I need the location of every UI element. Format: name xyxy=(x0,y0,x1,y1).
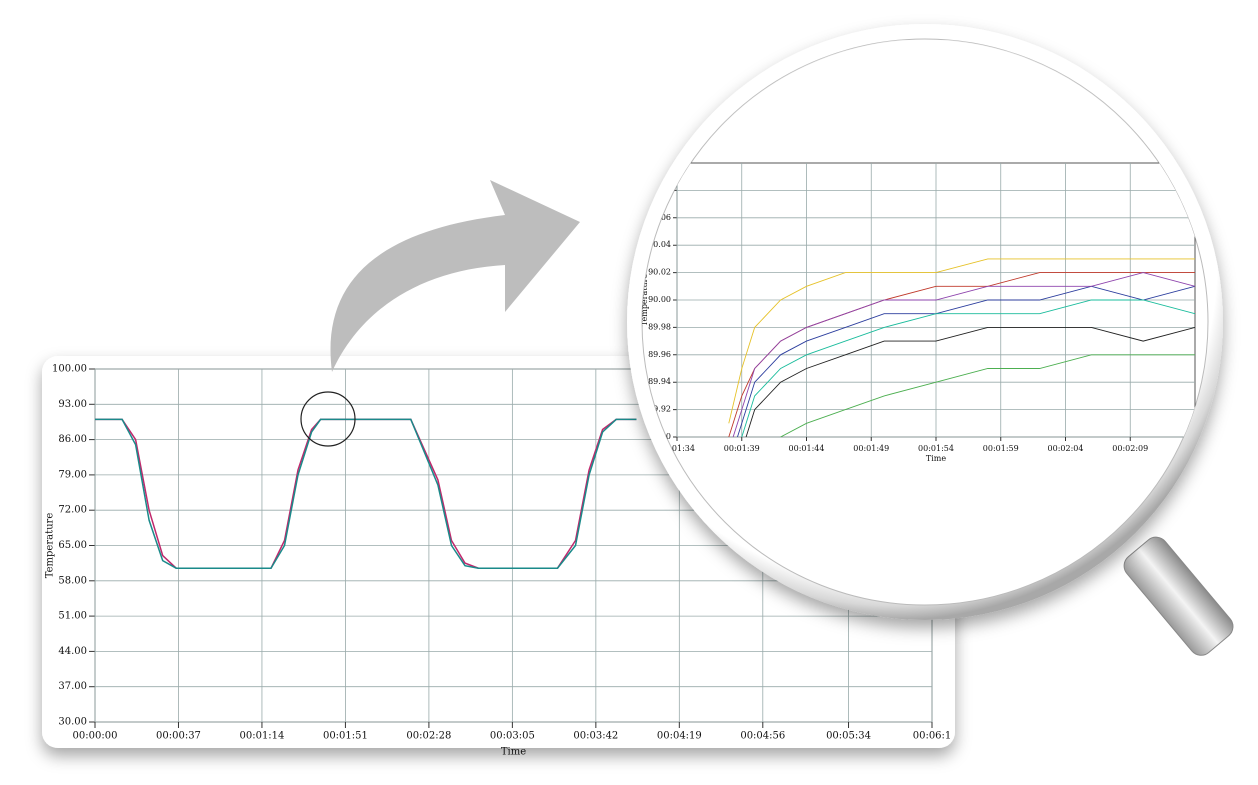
y-axis-label: Temperature xyxy=(45,513,56,579)
x-tick-label: 00:01:14 xyxy=(239,731,284,742)
y-tick-label: 44.00 xyxy=(58,646,87,657)
y-tick-label: 90.02 xyxy=(648,268,671,277)
series-lines xyxy=(95,418,637,569)
y-tick-label: 93.00 xyxy=(58,399,87,410)
y-tick-label: 89.98 xyxy=(648,322,671,331)
x-axis-label: Time xyxy=(501,747,526,758)
focus-circle xyxy=(300,391,356,447)
x-tick-label: 00:02:09 xyxy=(1112,444,1148,453)
y-axis-label: Temperature xyxy=(640,274,649,327)
series-line xyxy=(728,272,1195,437)
x-tick-label: 00:04:56 xyxy=(740,731,785,742)
x-axis-label: Time xyxy=(926,454,946,463)
y-tick-label: 90.00 xyxy=(648,295,671,304)
x-tick-label: 00:06:1 xyxy=(913,731,952,742)
y-tick-label: 72.00 xyxy=(58,505,87,516)
y-tick-label: 58.00 xyxy=(58,575,87,586)
y-tick-label: 90.04 xyxy=(648,240,671,249)
y-tick-label: 89.92 xyxy=(648,405,671,414)
x-tick-label: 00:03:42 xyxy=(573,731,618,742)
y-tick-label: 79.00 xyxy=(58,469,87,480)
x-tick-label: 00:01:49 xyxy=(853,444,889,453)
y-tick-label: 51.00 xyxy=(58,611,87,622)
zoom-arrow xyxy=(330,180,580,372)
y-tick-label: 89.96 xyxy=(648,350,671,359)
y-tick-label: 100.00 xyxy=(52,364,87,375)
x-tick-label: 00:03:05 xyxy=(490,731,535,742)
series-line xyxy=(728,354,1195,437)
series-lines xyxy=(728,258,1195,437)
x-tick-label: 00:01:39 xyxy=(724,444,760,453)
x-tick-label: 00:00:37 xyxy=(156,731,201,742)
x-tick-label: 00:01:54 xyxy=(918,444,954,453)
y-tick-label: 89.94 xyxy=(648,377,671,386)
series-line xyxy=(728,299,1195,437)
y-tick-label: 86.00 xyxy=(58,434,87,445)
x-tick-label: 00:01:59 xyxy=(983,444,1019,453)
y-tick-label: 30.00 xyxy=(58,717,87,728)
x-tick-label: 00:00:00 xyxy=(73,731,118,742)
series-line xyxy=(95,418,637,569)
y-tick-label: 65.00 xyxy=(58,540,87,551)
series-line xyxy=(728,258,1195,424)
x-tick-label: 00:05:34 xyxy=(826,731,871,742)
series-line xyxy=(728,326,1195,437)
x-tick-label: 00:02:28 xyxy=(406,731,451,742)
x-tick-label: 00:04:19 xyxy=(657,731,702,742)
x-tick-label: 00:01:44 xyxy=(789,444,825,453)
x-tick-label: 00:02:04 xyxy=(1048,444,1084,453)
y-tick-label: 37.00 xyxy=(58,681,87,692)
zoom-chart: 89.9089.9289.9489.9689.9890.0090.0290.04… xyxy=(640,162,1196,463)
x-tick-label: 00:01:34 xyxy=(659,444,695,453)
magnifier-handle xyxy=(1123,536,1234,656)
x-tick-label: 00:01:51 xyxy=(323,731,368,742)
